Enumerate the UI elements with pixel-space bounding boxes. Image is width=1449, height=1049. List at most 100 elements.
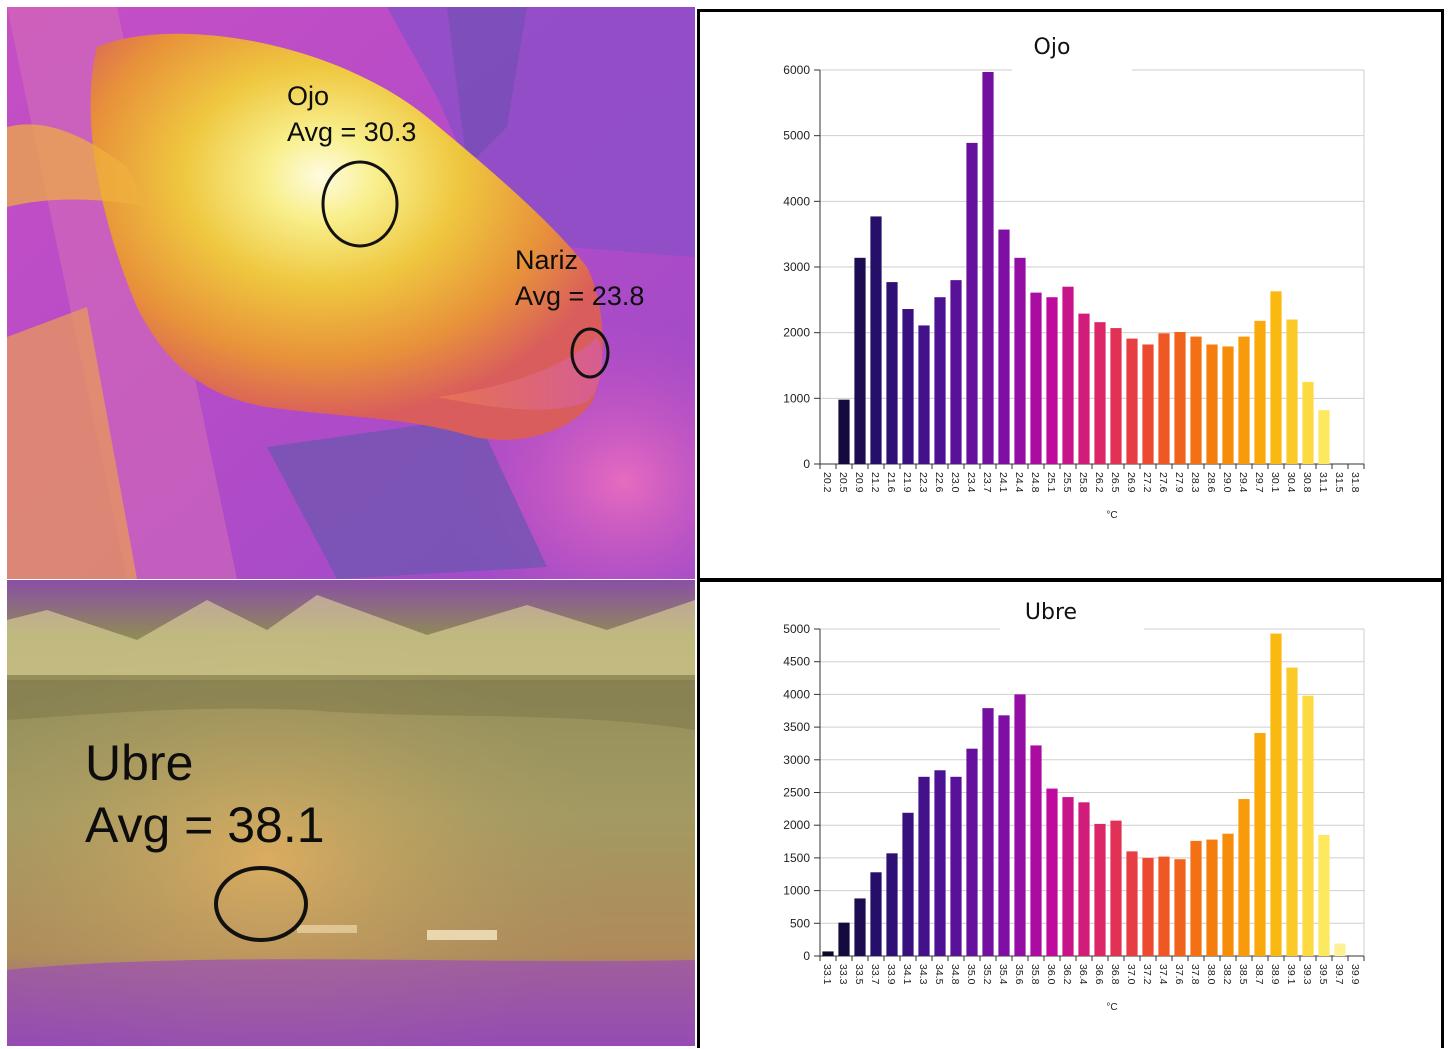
- x-tick-label: 23.4: [965, 472, 977, 493]
- x-tick-label: 21.9: [901, 472, 913, 493]
- histogram-bar: [1014, 694, 1026, 956]
- x-tick-label: 22.6: [933, 472, 945, 493]
- udder-label: Ubre: [85, 735, 193, 791]
- histogram-bar: [822, 951, 834, 956]
- histogram-bar: [1302, 695, 1314, 956]
- x-tick-label: 25.8: [1077, 472, 1089, 493]
- x-tick-label: 22.3: [917, 472, 929, 493]
- histogram-bar: [1126, 851, 1138, 956]
- histogram-panel-udder: 0 500 1000 1500 2000 2500 3000 3500 4000 4500 5000…: [697, 580, 1444, 1048]
- histogram-bar: [854, 898, 866, 956]
- histogram-bar: [1334, 943, 1346, 956]
- histogram-bar: [1030, 745, 1042, 956]
- x-tick-label: 35.0: [965, 964, 977, 985]
- histogram-bar: [998, 229, 1010, 464]
- x-tick-label: 30.1: [1269, 472, 1281, 493]
- x-tick-label: 26.5: [1109, 472, 1121, 493]
- udder-avg: Avg = 38.1: [85, 797, 325, 853]
- y-tick-label: 2000: [783, 326, 810, 340]
- x-tick-label: 27.6: [1157, 472, 1169, 493]
- histogram-bar: [1126, 338, 1138, 464]
- histogram-bar: [902, 812, 914, 956]
- x-tick-label: 25.5: [1061, 472, 1073, 493]
- y-tick-label: 4500: [783, 655, 810, 669]
- y-tick-label: 1000: [783, 884, 810, 898]
- x-tick-label: 23.0: [949, 472, 961, 493]
- x-tick-label: 33.9: [885, 964, 897, 985]
- histogram-bar: [870, 216, 882, 464]
- x-tick-label: 38.2: [1221, 964, 1233, 985]
- x-tick-label: 38.7: [1253, 964, 1265, 985]
- y-tick-label: 3000: [783, 753, 810, 767]
- x-tick-label: 36.8: [1109, 964, 1121, 985]
- nose-roi-circle: [570, 327, 610, 379]
- x-tick-label: 37.0: [1125, 964, 1137, 985]
- x-tick-label: 30.4: [1285, 472, 1297, 493]
- histogram-bar: [1270, 291, 1282, 464]
- x-tick-label: 35.2: [981, 964, 993, 985]
- histogram-bar: [1142, 344, 1154, 464]
- x-tick-label: 39.3: [1301, 964, 1313, 985]
- x-tick-label: 39.1: [1285, 964, 1297, 985]
- x-tick-label: 34.5: [933, 964, 945, 985]
- x-tick-label: 33.1: [821, 964, 833, 985]
- y-tick-label: 500: [790, 916, 810, 930]
- histogram-bar: [998, 715, 1010, 956]
- x-tick-label: 38.5: [1237, 964, 1249, 985]
- chart-title: Ubre: [1025, 600, 1077, 625]
- x-tick-label: 30.8: [1301, 472, 1313, 493]
- x-tick-label: 24.4: [1013, 472, 1025, 493]
- histogram-bar: [1302, 381, 1314, 464]
- y-tick-label: 2000: [783, 818, 810, 832]
- histogram-eye-chart: 0 1000 2000 3000 4000 5000 6000 20.2 20.5 20.9 21.…: [783, 35, 1365, 521]
- histogram-bar: [1318, 410, 1330, 464]
- x-tick-label: 20.2: [821, 472, 833, 493]
- y-tick-label: 0: [803, 949, 810, 963]
- x-tick-label: 39.5: [1317, 964, 1329, 985]
- x-tick-label: 25.1: [1045, 472, 1057, 493]
- histogram-bar: [934, 770, 946, 956]
- x-tick-label: 31.5: [1333, 472, 1345, 493]
- y-tick-label: 3000: [783, 260, 810, 274]
- x-tick-label: 36.6: [1093, 964, 1105, 985]
- x-tick-label: 39.9: [1349, 964, 1361, 985]
- y-tick-label: 0: [803, 457, 810, 471]
- histogram-bar: [982, 71, 994, 464]
- histogram-bar: [1062, 286, 1074, 464]
- x-tick-label: 35.4: [997, 964, 1009, 985]
- x-tick-label: 23.7: [981, 472, 993, 493]
- histogram-bar: [950, 280, 962, 464]
- y-tick-label: 4000: [783, 194, 810, 208]
- x-tick-label: 31.1: [1317, 472, 1329, 493]
- y-tick-label: 2500: [783, 786, 810, 800]
- udder-roi-circle: [214, 866, 308, 942]
- thermal-head-svg: Ojo Avg = 30.3 Nariz Avg = 23.8: [7, 7, 695, 579]
- histogram-bar: [1110, 820, 1122, 956]
- histogram-bar: [1222, 833, 1234, 956]
- histogram-bar: [886, 282, 898, 464]
- x-tick-label: 37.4: [1157, 964, 1169, 985]
- histogram-bar: [902, 309, 914, 464]
- histogram-bar: [982, 708, 994, 956]
- histogram-bar: [918, 776, 930, 956]
- x-tick-label: 39.7: [1333, 964, 1345, 985]
- x-tick-label: 33.7: [869, 964, 881, 985]
- x-tick-label: 34.3: [917, 964, 929, 985]
- thermal-image-head: Ojo Avg = 30.3 Nariz Avg = 23.8: [7, 7, 695, 579]
- histogram-bar: [1174, 332, 1186, 464]
- histogram-bar: [1254, 732, 1266, 956]
- y-tick-label: 1000: [783, 391, 810, 405]
- histogram-bar: [1062, 797, 1074, 956]
- x-tick-label: 35.8: [1029, 964, 1041, 985]
- x-tick-label: 28.6: [1205, 472, 1217, 493]
- histogram-bar: [1078, 313, 1090, 464]
- histogram-bar: [854, 257, 866, 464]
- x-tick-label: 36.0: [1045, 964, 1057, 985]
- x-tick-label: 38.0: [1205, 964, 1217, 985]
- x-tick-label: 37.2: [1141, 964, 1153, 985]
- x-tick-label: 20.9: [853, 472, 865, 493]
- x-tick-label: 26.9: [1125, 472, 1137, 493]
- histogram-bar: [1238, 799, 1250, 956]
- x-tick-label: 24.8: [1029, 472, 1041, 493]
- histogram-bar: [870, 872, 882, 956]
